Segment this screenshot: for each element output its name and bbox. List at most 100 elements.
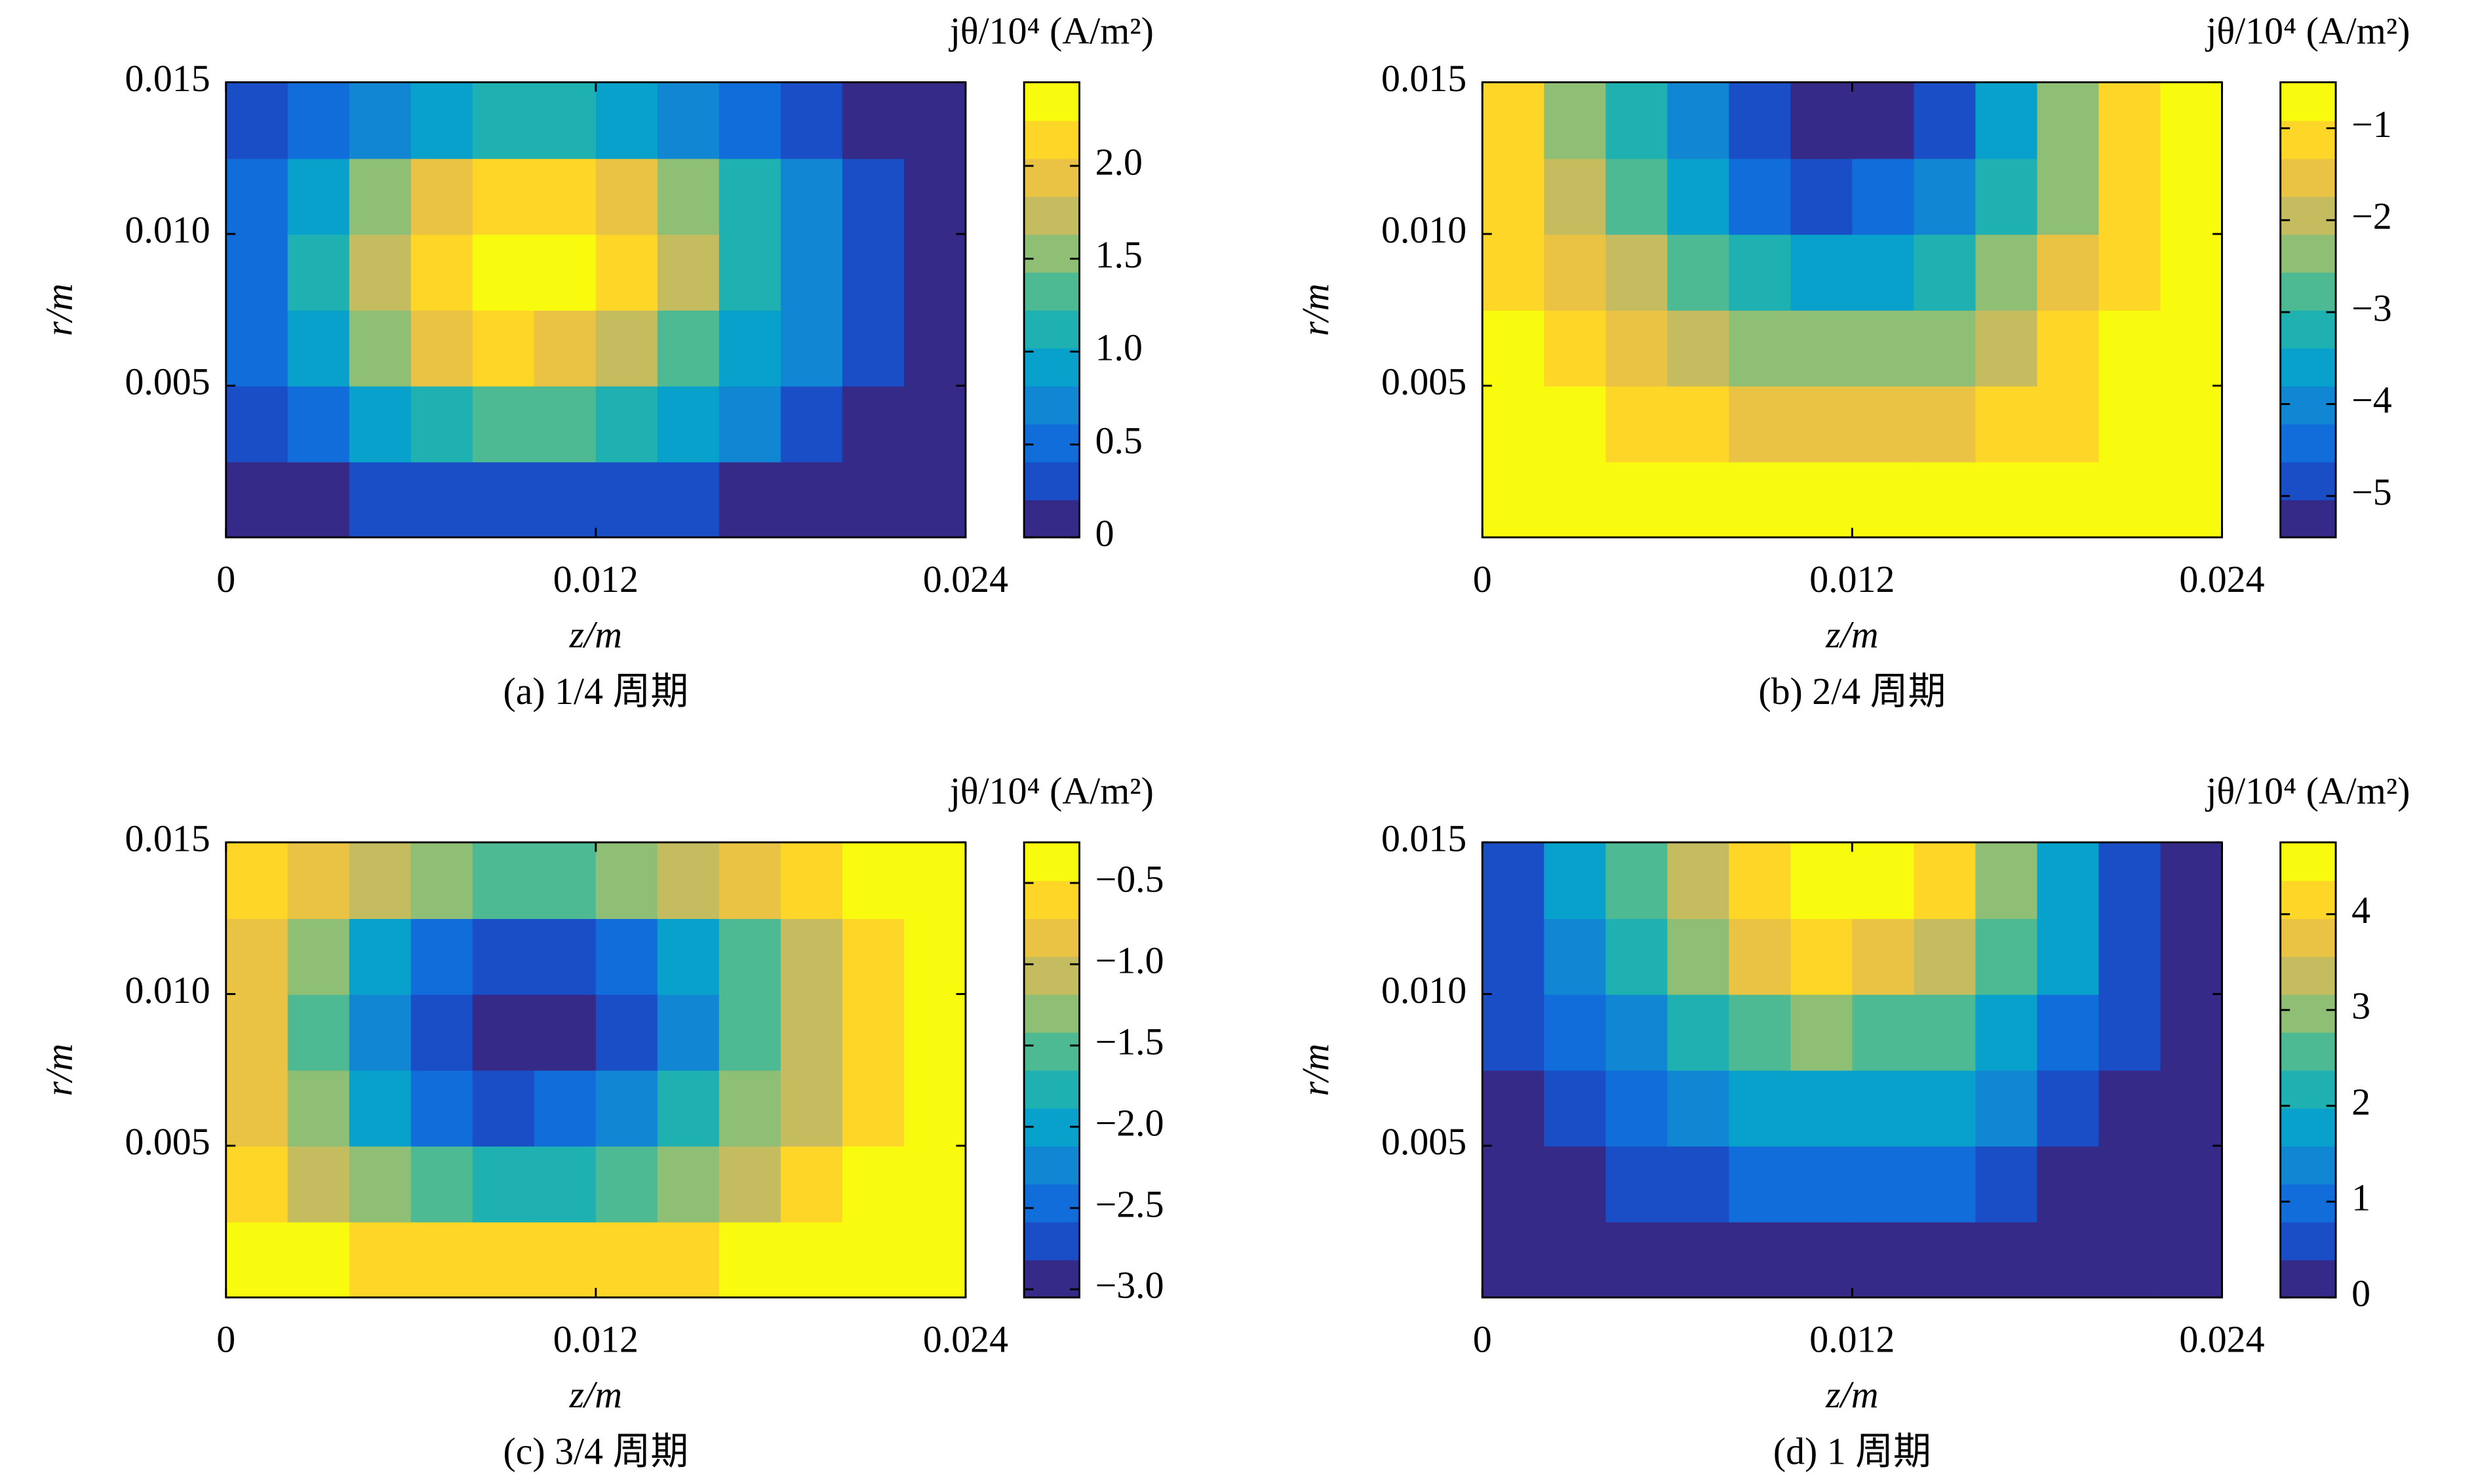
cell bbox=[534, 842, 597, 919]
x-tick-label: 0.012 bbox=[1809, 1318, 1895, 1361]
cell bbox=[718, 461, 782, 539]
cell bbox=[780, 1221, 844, 1298]
colorbar-band bbox=[1024, 1032, 1080, 1071]
cell bbox=[1482, 461, 1545, 539]
cell bbox=[287, 1145, 350, 1222]
cell bbox=[1667, 158, 1730, 235]
cell bbox=[1729, 994, 1792, 1071]
cell bbox=[595, 233, 659, 311]
cell bbox=[1790, 233, 1853, 311]
cell bbox=[1544, 309, 1607, 387]
colorbar-band bbox=[1024, 158, 1080, 197]
cell bbox=[1852, 158, 1915, 235]
colorbar-band bbox=[1024, 1183, 1080, 1222]
cell bbox=[287, 918, 350, 995]
cell bbox=[2098, 309, 2161, 387]
cell bbox=[410, 1221, 474, 1298]
cell bbox=[1975, 461, 2038, 539]
cell bbox=[1482, 1070, 1545, 1147]
cell bbox=[1975, 918, 2038, 995]
cell bbox=[2160, 1070, 2223, 1147]
cell bbox=[1975, 82, 2038, 159]
cell bbox=[780, 1145, 844, 1222]
colorbar-tick-label: 4 bbox=[2351, 889, 2370, 931]
colorbar-tick-label: 2.0 bbox=[1095, 140, 1143, 183]
cell bbox=[1729, 82, 1792, 159]
cell bbox=[2037, 1145, 2100, 1222]
cell bbox=[780, 158, 844, 235]
cell bbox=[1667, 1221, 1730, 1298]
cell bbox=[1852, 842, 1915, 919]
cell bbox=[1667, 842, 1730, 919]
x-tick-label: 0.024 bbox=[2179, 558, 2264, 600]
cell bbox=[2160, 158, 2223, 235]
colorbar-tick-label: −1 bbox=[2351, 103, 2392, 146]
cell bbox=[1482, 1145, 1545, 1222]
cell bbox=[1729, 1070, 1792, 1147]
y-axis-label: r/m bbox=[38, 1044, 81, 1096]
cell bbox=[842, 994, 905, 1071]
cell bbox=[1914, 1070, 1976, 1147]
cell bbox=[1852, 233, 1915, 311]
cell bbox=[903, 385, 967, 463]
cell bbox=[1914, 309, 1976, 387]
cell bbox=[842, 1221, 905, 1298]
cell bbox=[1544, 994, 1607, 1071]
x-tick-label: 0.012 bbox=[553, 1318, 639, 1361]
cell bbox=[595, 309, 659, 387]
cell bbox=[1544, 461, 1607, 539]
x-axis-label: z/m bbox=[1825, 1373, 1878, 1416]
cell bbox=[1914, 842, 1976, 919]
colorbar-band bbox=[1024, 461, 1080, 501]
cell bbox=[1790, 918, 1853, 995]
colorbar-tick-label: −2 bbox=[2351, 195, 2392, 237]
cell bbox=[349, 82, 412, 159]
colorbar-tick-label: −5 bbox=[2351, 471, 2392, 513]
cell bbox=[2098, 385, 2161, 463]
colorbar-label: jθ/10⁴ (A/m²) bbox=[2205, 770, 2410, 812]
cell bbox=[1482, 309, 1545, 387]
colorbar-box bbox=[2279, 81, 2337, 539]
colorbar-band bbox=[1024, 880, 1080, 919]
y-tick-label: 0.010 bbox=[125, 208, 210, 251]
cell bbox=[1852, 385, 1915, 463]
cell bbox=[780, 309, 844, 387]
cell bbox=[657, 994, 720, 1071]
cell bbox=[410, 1145, 474, 1222]
cell bbox=[1667, 309, 1730, 387]
cell bbox=[903, 918, 967, 995]
cell bbox=[1544, 385, 1607, 463]
cell bbox=[780, 233, 844, 311]
cell bbox=[410, 82, 474, 159]
cell bbox=[1544, 842, 1607, 919]
colorbar-band bbox=[1024, 956, 1080, 995]
caption: (d) 1 周期 bbox=[1773, 1430, 1931, 1473]
cell bbox=[1605, 842, 1668, 919]
cell bbox=[287, 82, 350, 159]
cell bbox=[1605, 1070, 1668, 1147]
colorbar-band bbox=[2280, 918, 2336, 957]
cell bbox=[287, 461, 350, 539]
cell bbox=[534, 309, 597, 387]
cell bbox=[842, 1145, 905, 1222]
cell bbox=[1605, 918, 1668, 995]
y-tick-label: 0.005 bbox=[125, 361, 210, 403]
cell bbox=[349, 994, 412, 1071]
cell bbox=[2037, 918, 2100, 995]
x-tick-label: 0 bbox=[1473, 1318, 1492, 1361]
cell bbox=[226, 918, 288, 995]
colorbar-tick-label: 1.5 bbox=[1095, 233, 1143, 276]
cell bbox=[472, 918, 536, 995]
x-tick-label: 0 bbox=[1473, 558, 1492, 600]
cell bbox=[2037, 82, 2100, 159]
cell bbox=[1975, 1070, 2038, 1147]
cell bbox=[903, 233, 967, 311]
colorbar-band bbox=[2280, 82, 2336, 121]
cell bbox=[410, 994, 474, 1071]
cell bbox=[226, 385, 288, 463]
cell bbox=[595, 1221, 659, 1298]
panel: 0 0.012 0.024 0.005 0.010 0.015 z/m r/m (d) 1 周期… bbox=[1294, 770, 2410, 1473]
cell bbox=[349, 918, 412, 995]
cell bbox=[534, 994, 597, 1071]
cell bbox=[1729, 461, 1792, 539]
